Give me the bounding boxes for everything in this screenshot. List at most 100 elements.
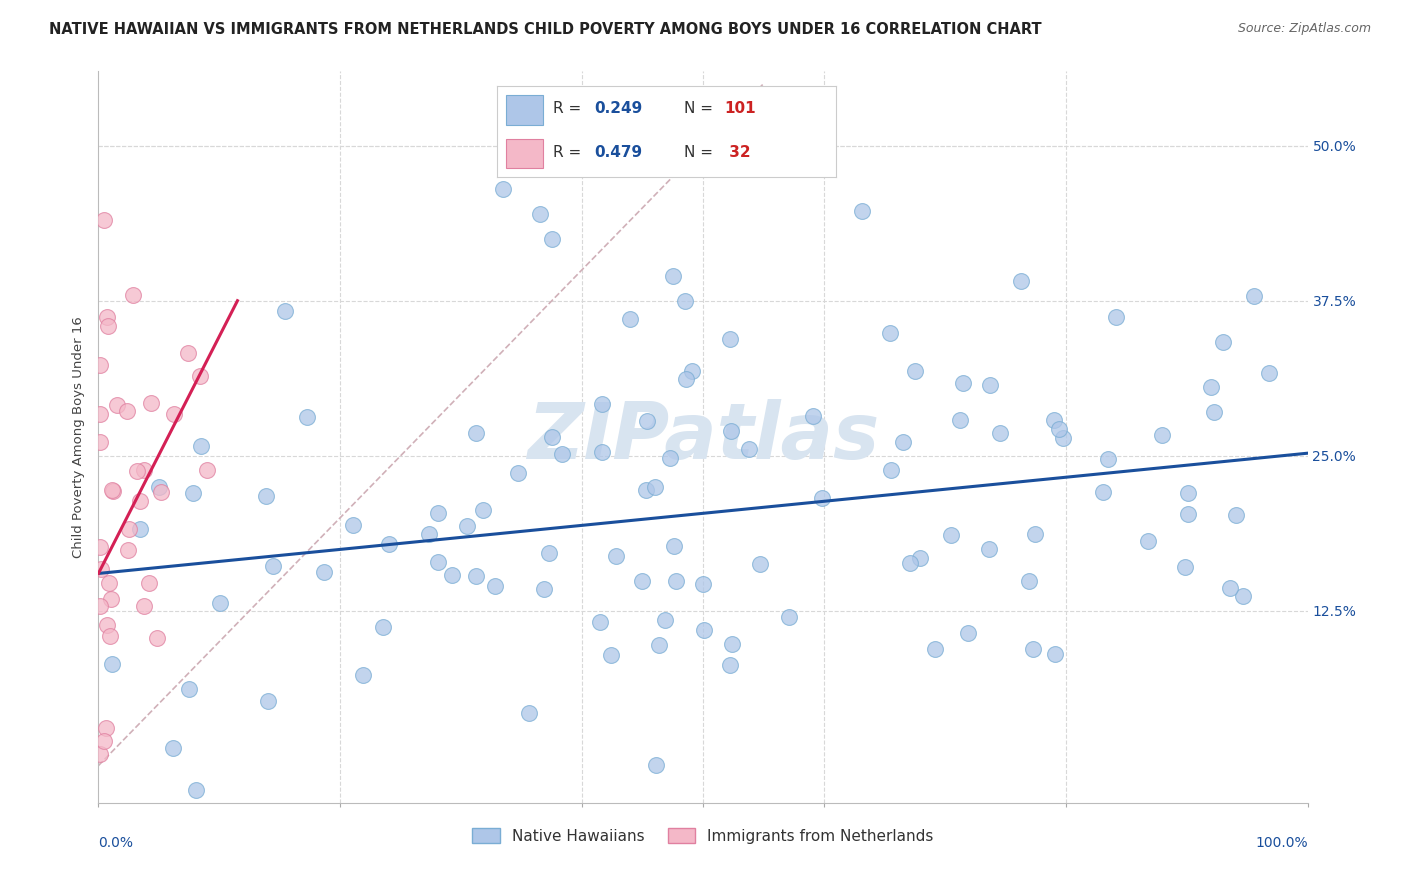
Point <box>129 494 152 508</box>
Point <box>129 522 152 536</box>
Point <box>589 615 612 630</box>
Point <box>262 558 284 573</box>
Point <box>427 506 450 520</box>
Point <box>644 480 666 494</box>
Point <box>97 318 120 333</box>
Point <box>148 480 170 494</box>
Point <box>924 642 946 657</box>
Point <box>538 546 561 560</box>
Point <box>675 372 697 386</box>
Point <box>1052 431 1074 445</box>
Point <box>127 464 149 478</box>
Point <box>352 668 374 682</box>
Point <box>139 395 162 409</box>
Point <box>529 207 551 221</box>
Point <box>1174 559 1197 574</box>
Point <box>295 409 318 424</box>
Point <box>880 462 903 476</box>
Point <box>1018 574 1040 588</box>
Point <box>177 681 200 696</box>
Point <box>801 409 824 423</box>
Point <box>190 369 212 384</box>
Point <box>636 414 658 428</box>
Point <box>749 557 772 571</box>
Point <box>908 551 931 566</box>
Point <box>1232 589 1254 603</box>
Point <box>778 610 800 624</box>
Point <box>89 599 111 614</box>
Point <box>533 582 555 596</box>
Point <box>274 304 297 318</box>
Point <box>93 734 115 748</box>
Point <box>418 527 440 541</box>
Y-axis label: Child Poverty Among Boys Under 16: Child Poverty Among Boys Under 16 <box>72 316 86 558</box>
Point <box>636 483 658 497</box>
Point <box>977 542 1000 557</box>
Point <box>506 466 529 480</box>
Point <box>132 463 155 477</box>
Point <box>949 413 972 427</box>
Point <box>1043 647 1066 661</box>
Point <box>1243 288 1265 302</box>
Point <box>1219 582 1241 596</box>
Point <box>184 783 207 797</box>
Point <box>162 740 184 755</box>
Point <box>132 599 155 614</box>
Point <box>851 204 873 219</box>
Point <box>1258 366 1281 380</box>
Point <box>591 445 613 459</box>
Point <box>105 398 128 412</box>
Point <box>89 435 111 450</box>
Point <box>89 747 111 761</box>
Point <box>100 591 122 606</box>
Point <box>146 632 169 646</box>
Point <box>373 620 395 634</box>
Point <box>630 574 652 588</box>
Point <box>952 376 974 390</box>
Point <box>89 358 111 372</box>
Point <box>342 518 364 533</box>
Point <box>115 404 138 418</box>
Point <box>257 693 280 707</box>
Text: NATIVE HAWAIIAN VS IMMIGRANTS FROM NETHERLANDS CHILD POVERTY AMONG BOYS UNDER 16: NATIVE HAWAIIAN VS IMMIGRANTS FROM NETHE… <box>49 22 1042 37</box>
Point <box>492 182 515 196</box>
Point <box>177 345 200 359</box>
Point <box>89 407 111 421</box>
Point <box>1150 427 1173 442</box>
Point <box>811 491 834 505</box>
Point <box>517 706 540 720</box>
Point <box>898 556 921 570</box>
Point <box>1010 274 1032 288</box>
Point <box>314 565 336 579</box>
Point <box>891 435 914 450</box>
Point <box>1047 422 1070 436</box>
Point <box>98 629 121 643</box>
Point <box>904 363 927 377</box>
Point <box>939 528 962 542</box>
Point <box>988 426 1011 441</box>
Point <box>118 522 141 536</box>
Text: Source: ZipAtlas.com: Source: ZipAtlas.com <box>1237 22 1371 36</box>
Point <box>1097 452 1119 467</box>
Point <box>471 503 494 517</box>
Point <box>654 614 676 628</box>
Point <box>619 311 641 326</box>
Point <box>721 636 744 650</box>
Point <box>645 757 668 772</box>
Point <box>94 721 117 735</box>
Point <box>692 577 714 591</box>
Point <box>1177 507 1199 521</box>
Point <box>605 549 627 563</box>
Text: 0.0%: 0.0% <box>98 836 134 850</box>
Point <box>96 310 118 325</box>
Point <box>665 574 688 588</box>
Point <box>673 293 696 308</box>
Point <box>718 657 741 672</box>
Point <box>101 657 124 672</box>
Point <box>98 576 121 591</box>
Point <box>121 287 143 301</box>
Point <box>1024 527 1046 541</box>
Point <box>138 576 160 591</box>
Point <box>465 425 488 440</box>
Point <box>1199 380 1222 394</box>
